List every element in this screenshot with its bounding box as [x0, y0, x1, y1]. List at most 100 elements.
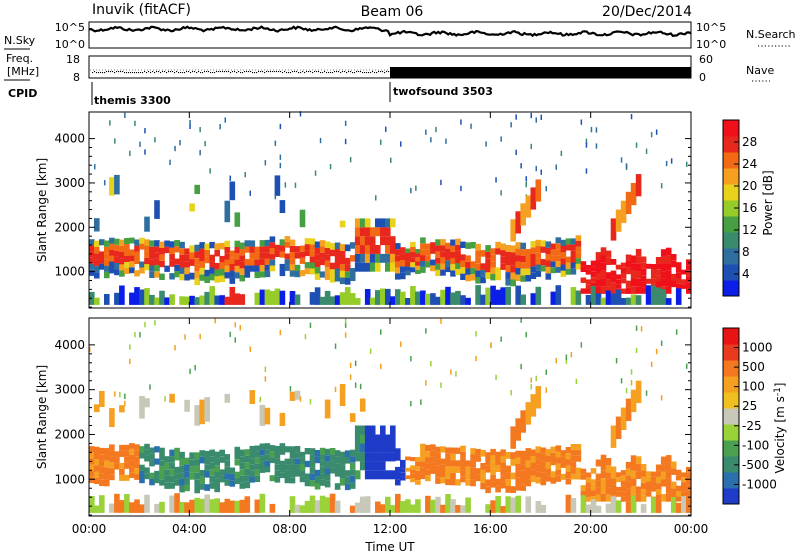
heatmap-cell	[390, 452, 396, 462]
heatmap-cell	[525, 195, 532, 218]
heatmap-cell	[259, 493, 266, 513]
heatmap-cell	[114, 238, 120, 245]
heatmap-cell	[650, 481, 657, 487]
heatmap-cell	[229, 181, 236, 201]
heatmap-cell	[625, 191, 632, 214]
heatmap-cell	[465, 473, 471, 480]
heatmap-cell	[234, 471, 241, 478]
heatmap-cell	[610, 466, 617, 473]
heatmap-cell	[635, 286, 642, 294]
heatmap-cell	[420, 237, 426, 244]
heatmap-cell	[279, 200, 286, 213]
heatmap-cell	[640, 262, 647, 269]
heatmap-cell	[214, 451, 220, 459]
heatmap-cell	[645, 148, 648, 154]
heatmap-cell	[169, 241, 175, 248]
heatmap-cell	[344, 244, 351, 252]
heatmap-cell	[375, 443, 381, 453]
freq-point	[188, 71, 190, 73]
heatmap-cell	[605, 465, 612, 473]
heatmap-cell	[254, 246, 261, 253]
heatmap-cell	[575, 455, 582, 462]
xtick-label: 00:00	[674, 522, 709, 536]
heatmap-cell	[425, 328, 427, 334]
heatmap-cell	[525, 268, 532, 275]
heatmap-cell	[410, 457, 416, 462]
heatmap-cell	[495, 458, 501, 466]
heatmap-cell	[209, 449, 215, 457]
heatmap-cell	[390, 443, 396, 453]
heatmap-cell	[575, 444, 582, 450]
heatmap-cell	[515, 248, 521, 256]
heatmap-cell	[525, 331, 527, 338]
heatmap-cell	[124, 268, 130, 274]
heatmap-cell	[575, 467, 582, 474]
heatmap-cell	[660, 464, 667, 472]
heatmap-cell	[274, 194, 277, 200]
heatmap-cell	[590, 499, 597, 513]
heatmap-cell	[545, 186, 547, 192]
heatmap-cell	[645, 285, 652, 305]
heatmap-cell	[500, 481, 506, 489]
heatmap-cell	[615, 487, 622, 492]
heatmap-cell	[510, 265, 516, 273]
heatmap-cell	[339, 220, 346, 228]
heatmap-cell	[425, 495, 431, 513]
freq-point	[148, 71, 150, 73]
heatmap-cell	[415, 253, 421, 258]
heatmap-cell	[400, 266, 406, 273]
heatmap-cell	[686, 265, 692, 271]
freq-point	[316, 71, 318, 73]
heatmap-cell	[520, 470, 526, 478]
heatmap-cell	[650, 486, 657, 492]
heatmap-cell	[435, 126, 437, 133]
heatmap-cell	[615, 209, 622, 232]
heatmap-cell	[550, 255, 557, 262]
heatmap-cell	[194, 497, 200, 513]
heatmap-cell	[264, 466, 271, 473]
heatmap-cell	[620, 491, 627, 497]
freq-point	[266, 71, 268, 73]
heatmap-cell	[490, 285, 496, 305]
freq-point	[308, 71, 310, 73]
heatmap-cell	[289, 464, 296, 471]
heatmap-cell	[405, 298, 411, 305]
heatmap-cell	[575, 263, 582, 270]
heatmap-cell	[655, 494, 662, 513]
heatmap-cell	[580, 266, 587, 272]
heatmap-cell	[395, 466, 401, 474]
heatmap-cell	[334, 483, 341, 490]
heatmap-cell	[159, 447, 165, 454]
heatmap-cell	[395, 493, 401, 513]
heatmap-cell	[520, 317, 522, 323]
heatmap-cell	[369, 297, 376, 305]
colorbar-tick-label: 4	[742, 267, 750, 281]
freq-point	[318, 71, 320, 73]
heatmap-cell	[675, 491, 682, 497]
heatmap-cell	[605, 290, 612, 305]
heatmap-cell	[525, 454, 532, 461]
heatmap-cell	[635, 248, 642, 257]
heatmap-cell	[445, 266, 451, 273]
heatmap-cell	[535, 246, 542, 253]
heatmap-cell	[284, 446, 291, 453]
heatmap-cell	[470, 242, 476, 249]
heatmap-cell	[119, 444, 125, 451]
heatmap-cell	[535, 264, 542, 271]
heatmap-cell	[289, 291, 296, 305]
heatmap-cell	[485, 452, 491, 459]
heatmap-cell	[375, 501, 381, 513]
heatmap-cell	[229, 263, 236, 271]
heatmap-cell	[134, 462, 140, 468]
heatmap-cell	[224, 498, 231, 513]
heatmap-cell	[299, 396, 302, 402]
heatmap-cell	[655, 287, 662, 305]
heatmap-cell	[149, 479, 155, 486]
heatmap-cell	[530, 253, 537, 260]
heatmap-cell	[124, 244, 130, 250]
colorbar-swatch	[723, 328, 739, 345]
heatmap-cell	[329, 296, 336, 305]
nsearch-tick-top: 10^5	[696, 21, 726, 34]
heatmap-cell	[415, 461, 421, 467]
heatmap-cell	[530, 247, 537, 254]
